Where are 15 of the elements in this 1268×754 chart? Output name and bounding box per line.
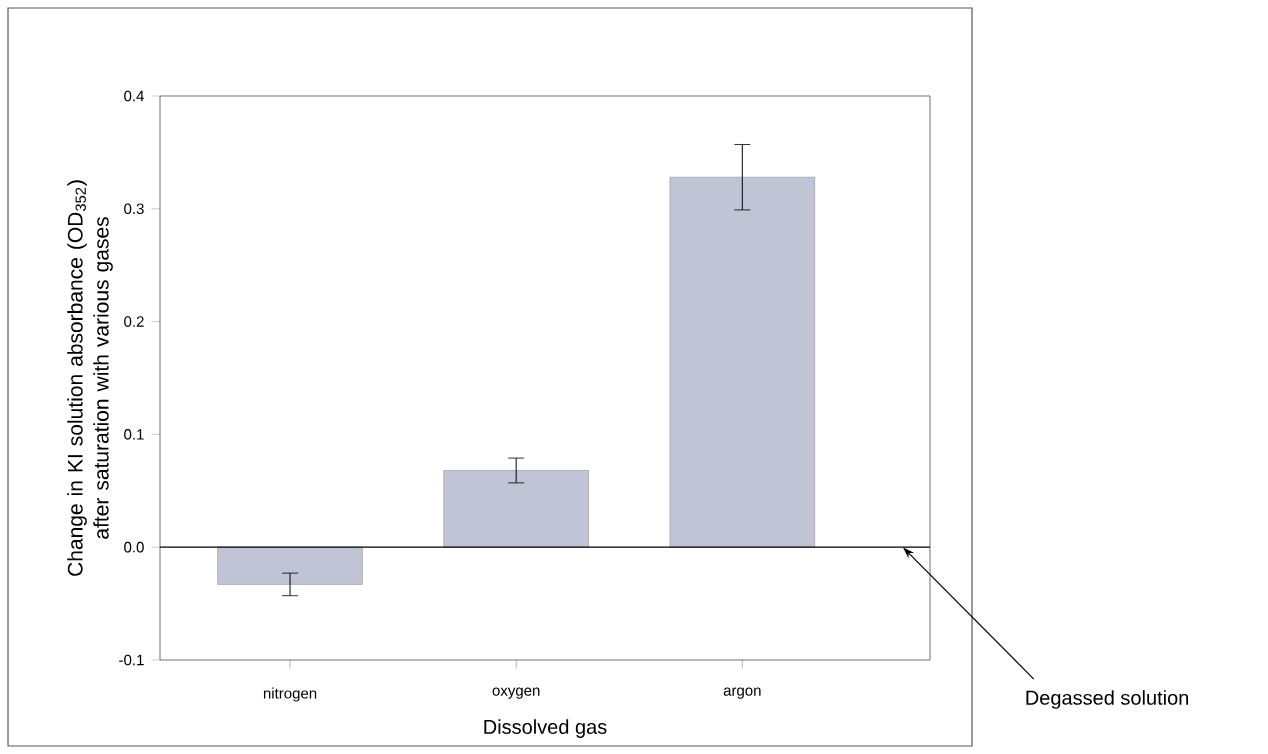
bar: [669, 176, 816, 548]
y-tick-label: -0.1: [119, 654, 144, 666]
y-tick-label: 0.0: [124, 541, 144, 553]
text: Degassed solution: [1026, 690, 1189, 709]
y-tick-label: 0.4: [124, 90, 144, 102]
x-tick-label: nitrogen: [263, 687, 317, 702]
text: Change in KI solution absorbance (OD$_{352}$) after saturation with various gases: [67, 180, 113, 576]
x-tick-label: argon: [723, 687, 761, 699]
y-tick-label: 0.1: [124, 429, 144, 440]
bar: [217, 546, 363, 585]
x-axis-title: Dissolved gas: [484, 719, 607, 738]
x-tick-label: oxygen: [492, 687, 540, 699]
bar: [443, 470, 589, 548]
y-tick-label: 0.2: [124, 316, 144, 327]
y-tick-label: 0.3: [124, 203, 144, 215]
